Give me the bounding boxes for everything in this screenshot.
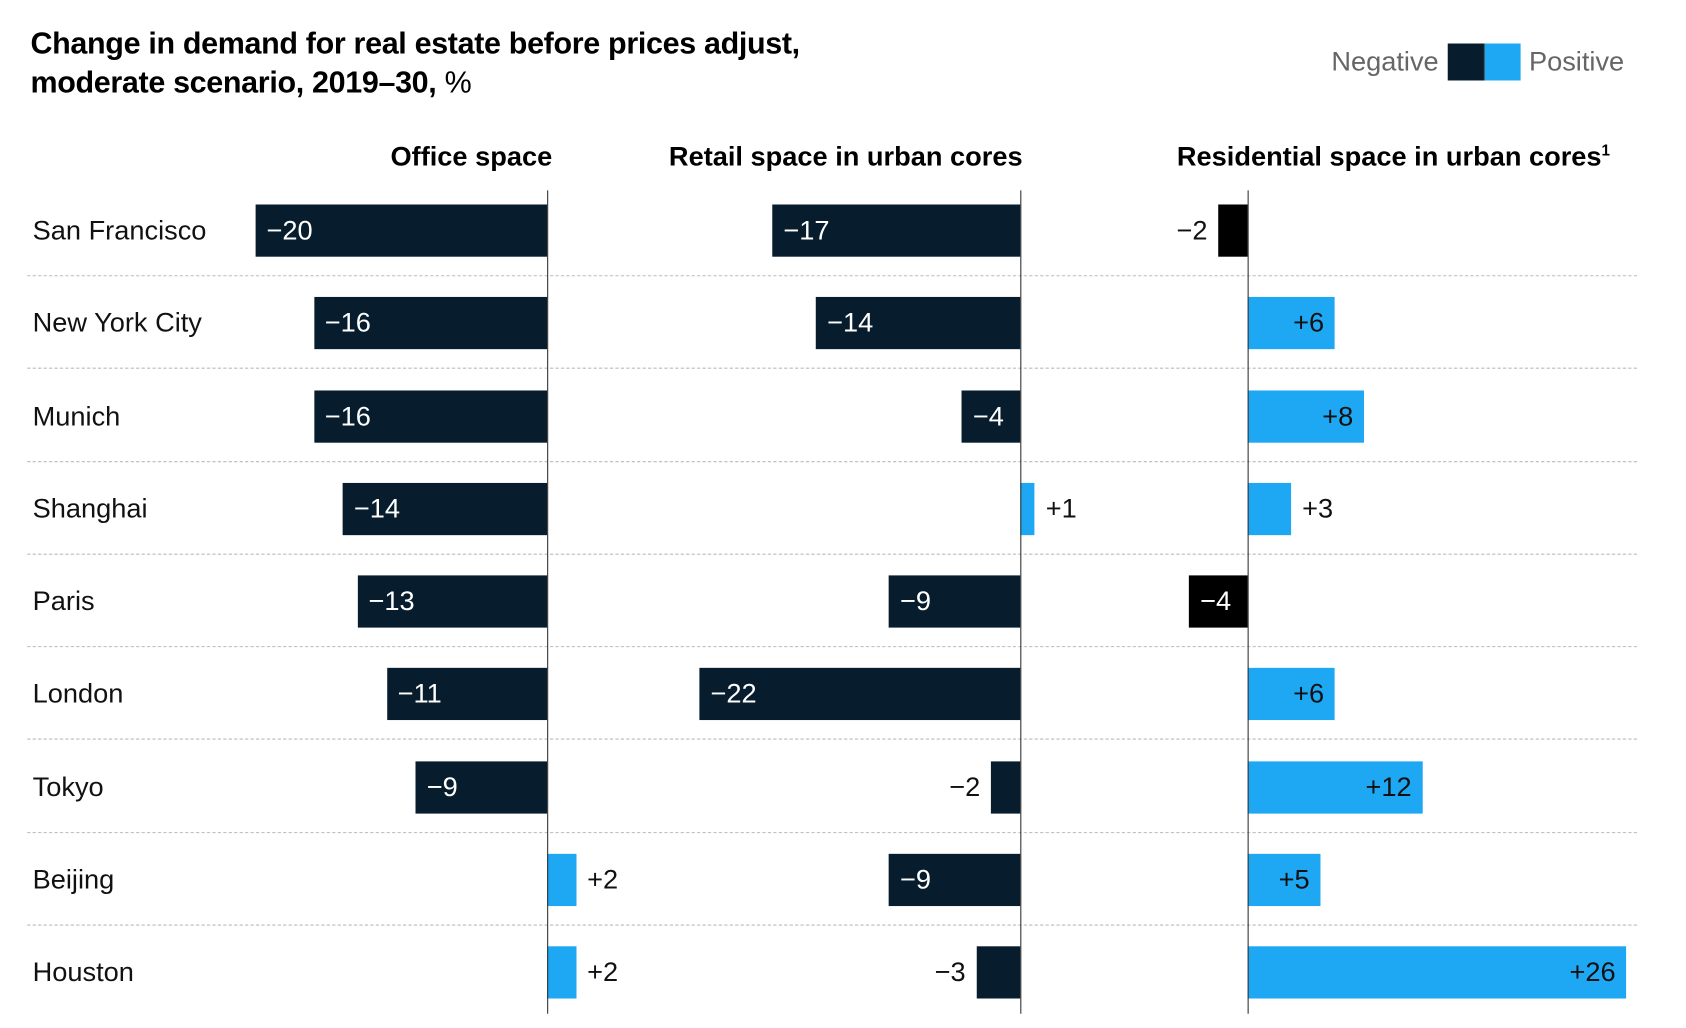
data-label: −11 (397, 678, 442, 710)
panel-title-residential-text: Residential space in urban cores (1176, 141, 1602, 173)
bar (772, 204, 1021, 257)
data-label: −4 (1200, 586, 1232, 617)
footnote-marker: 1 (1601, 141, 1611, 159)
category-label: Paris (32, 586, 95, 617)
bar (816, 297, 1021, 350)
bar (699, 668, 1021, 721)
bar (1247, 760, 1423, 814)
row-divider (27, 553, 1637, 555)
data-label: −16 (324, 400, 371, 432)
bar (1247, 297, 1336, 350)
bar (1247, 946, 1627, 999)
data-label: −9 (899, 864, 931, 895)
data-label: −2 (1176, 215, 1208, 246)
bar (1189, 575, 1248, 628)
data-label: −2 (949, 771, 981, 803)
legend-negative-swatch (1447, 43, 1485, 81)
panel-title-office: Office space (390, 141, 553, 172)
row-divider (27, 831, 1637, 833)
title-unit: % (444, 65, 472, 99)
title-line-2: moderate scenario, 2019–30, (30, 65, 437, 99)
row-divider (27, 367, 1637, 370)
title-line-1: Change in demand for real estate before … (30, 26, 800, 60)
bar (1247, 853, 1321, 906)
bar (1218, 204, 1248, 257)
row-divider (27, 646, 1637, 648)
bar (1247, 482, 1292, 535)
bar (961, 389, 1021, 443)
bar (313, 297, 548, 350)
data-label: −14 (827, 308, 874, 339)
bar (547, 946, 577, 999)
category-label: Houston (32, 957, 134, 988)
row-divider (27, 275, 1637, 277)
bar (976, 946, 1021, 999)
data-label: −14 (353, 493, 401, 524)
bar (1247, 389, 1365, 443)
data-label: −22 (710, 678, 757, 710)
zero-axis (547, 190, 549, 1014)
data-label: +8 (1322, 400, 1354, 432)
bar (889, 853, 1021, 906)
data-label: −20 (266, 215, 313, 246)
data-label: +1 (1045, 493, 1077, 524)
bar (991, 760, 1021, 814)
data-label: +6 (1293, 308, 1325, 339)
legend: Negative Positive (1331, 43, 1625, 81)
data-label: −4 (972, 400, 1004, 432)
row-divider (27, 460, 1637, 462)
category-label: San Francisco (32, 215, 207, 246)
data-label: −3 (934, 957, 966, 988)
data-label: +2 (587, 957, 619, 988)
chart-title: Change in demand for real estate before … (30, 24, 800, 102)
data-label: −9 (426, 771, 458, 803)
data-label: −13 (368, 586, 415, 617)
panel-title-retail: Retail space in urban cores (668, 141, 1023, 172)
category-label: Tokyo (32, 771, 104, 803)
zero-axis (1020, 190, 1022, 1014)
legend-negative-label: Negative (1331, 46, 1439, 77)
data-label: +6 (1293, 678, 1325, 710)
bar (386, 668, 548, 721)
bar (1020, 482, 1035, 535)
legend-positive-swatch (1484, 43, 1521, 81)
legend-positive-label: Positive (1528, 46, 1625, 77)
bar (415, 760, 548, 814)
data-label: −16 (324, 308, 371, 339)
category-label: New York City (32, 308, 202, 339)
bar (889, 575, 1021, 628)
data-label: +3 (1302, 493, 1334, 524)
category-label: Shanghai (32, 493, 148, 524)
bar (357, 575, 548, 628)
data-label: −9 (899, 586, 931, 617)
bar (255, 204, 548, 257)
panel-title-residential: Residential space in urban cores1 (1177, 141, 1610, 173)
data-label: −17 (783, 215, 830, 246)
bar (547, 853, 577, 906)
bar (1247, 668, 1336, 721)
data-label: +2 (587, 864, 619, 895)
data-label: +5 (1278, 864, 1310, 895)
bar (313, 389, 548, 443)
data-label: +12 (1365, 771, 1412, 803)
row-divider (27, 924, 1637, 926)
category-label: London (32, 678, 124, 710)
bar (343, 482, 548, 535)
category-label: Munich (32, 400, 121, 432)
category-label: Beijing (32, 864, 115, 895)
data-label: +26 (1569, 957, 1616, 988)
zero-axis (1247, 190, 1249, 1014)
row-divider (27, 738, 1637, 740)
